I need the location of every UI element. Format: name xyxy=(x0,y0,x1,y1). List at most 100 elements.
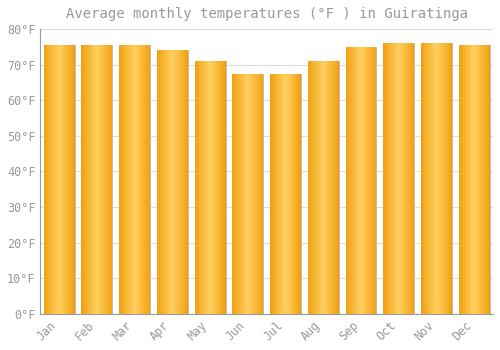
Bar xyxy=(412,43,414,314)
Bar xyxy=(356,47,358,314)
Bar xyxy=(404,43,405,314)
Bar xyxy=(367,47,368,314)
Bar xyxy=(328,61,330,314)
Bar xyxy=(314,61,316,314)
Bar xyxy=(272,74,273,314)
Bar xyxy=(292,74,294,314)
Bar xyxy=(201,61,202,314)
Bar xyxy=(133,45,134,314)
Bar xyxy=(482,45,484,314)
Bar xyxy=(312,61,314,314)
Bar xyxy=(90,45,92,314)
Bar xyxy=(411,43,412,314)
Bar xyxy=(166,50,168,314)
Bar xyxy=(44,45,45,314)
Bar xyxy=(368,47,370,314)
Bar xyxy=(102,45,103,314)
Bar xyxy=(148,45,150,314)
Bar xyxy=(54,45,56,314)
Bar xyxy=(56,45,58,314)
Bar xyxy=(320,61,322,314)
Bar xyxy=(282,74,284,314)
Bar xyxy=(354,47,355,314)
Bar xyxy=(47,45,48,314)
Bar xyxy=(326,61,328,314)
Bar xyxy=(157,50,188,314)
Bar xyxy=(198,61,200,314)
Bar xyxy=(438,43,440,314)
Bar xyxy=(374,47,375,314)
Bar xyxy=(207,61,208,314)
Bar xyxy=(64,45,66,314)
Bar xyxy=(238,74,240,314)
Bar xyxy=(287,74,288,314)
Bar xyxy=(86,45,88,314)
Bar xyxy=(130,45,132,314)
Bar xyxy=(111,45,112,314)
Bar xyxy=(308,61,338,314)
Bar xyxy=(73,45,74,314)
Bar xyxy=(172,50,174,314)
Bar xyxy=(273,74,274,314)
Bar xyxy=(434,43,435,314)
Bar xyxy=(294,74,295,314)
Bar xyxy=(486,45,488,314)
Bar xyxy=(284,74,286,314)
Bar xyxy=(384,43,385,314)
Bar xyxy=(70,45,71,314)
Bar xyxy=(83,45,84,314)
Bar xyxy=(310,61,311,314)
Bar xyxy=(406,43,408,314)
Bar xyxy=(248,74,250,314)
Bar xyxy=(100,45,102,314)
Bar xyxy=(427,43,428,314)
Bar xyxy=(212,61,213,314)
Bar xyxy=(213,61,214,314)
Bar xyxy=(254,74,256,314)
Bar xyxy=(67,45,68,314)
Bar xyxy=(480,45,482,314)
Bar xyxy=(202,61,204,314)
Bar xyxy=(171,50,172,314)
Bar xyxy=(168,50,170,314)
Bar xyxy=(138,45,140,314)
Bar xyxy=(421,43,422,314)
Bar xyxy=(270,74,301,314)
Bar xyxy=(364,47,366,314)
Bar xyxy=(384,43,414,314)
Bar xyxy=(394,43,396,314)
Bar xyxy=(450,43,452,314)
Bar xyxy=(402,43,404,314)
Bar xyxy=(216,61,218,314)
Bar xyxy=(325,61,326,314)
Bar xyxy=(180,50,182,314)
Bar xyxy=(470,45,471,314)
Bar xyxy=(462,45,464,314)
Bar xyxy=(194,61,196,314)
Bar xyxy=(262,74,264,314)
Bar xyxy=(82,45,83,314)
Bar xyxy=(332,61,334,314)
Bar xyxy=(44,45,74,314)
Bar xyxy=(350,47,352,314)
Bar xyxy=(132,45,133,314)
Bar xyxy=(358,47,360,314)
Bar xyxy=(375,47,376,314)
Bar xyxy=(174,50,176,314)
Bar xyxy=(488,45,490,314)
Title: Average monthly temperatures (°F ) in Guiratinga: Average monthly temperatures (°F ) in Gu… xyxy=(66,7,468,21)
Bar xyxy=(96,45,97,314)
Bar xyxy=(290,74,292,314)
Bar xyxy=(210,61,212,314)
Bar xyxy=(346,47,347,314)
Bar xyxy=(484,45,485,314)
Bar xyxy=(334,61,336,314)
Bar xyxy=(405,43,406,314)
Bar xyxy=(72,45,73,314)
Bar xyxy=(88,45,89,314)
Bar xyxy=(286,74,287,314)
Bar xyxy=(258,74,260,314)
Bar xyxy=(330,61,331,314)
Bar xyxy=(386,43,388,314)
Bar xyxy=(392,43,394,314)
